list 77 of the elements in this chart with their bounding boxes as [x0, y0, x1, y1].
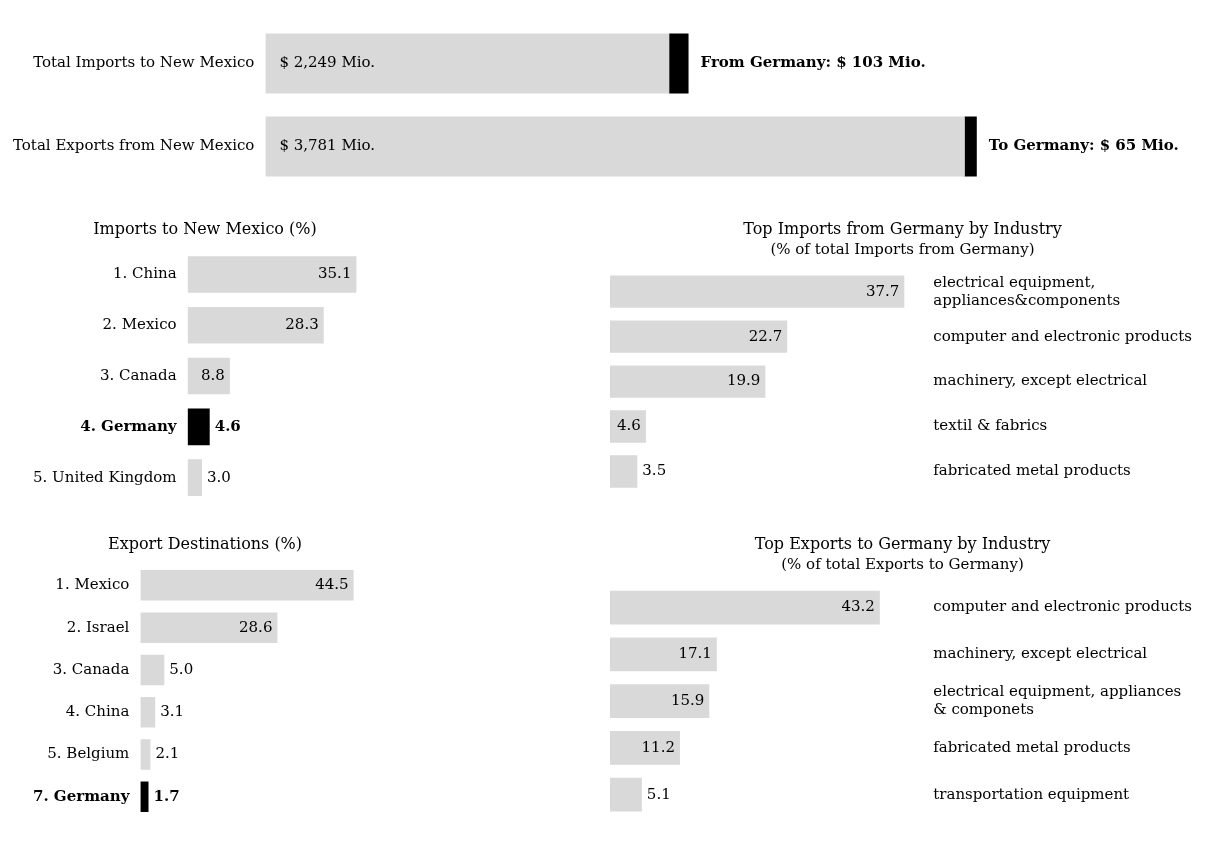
y-tick-label: 3. Canada	[52, 659, 130, 678]
data-label: 11.2	[641, 737, 675, 756]
bar	[610, 731, 680, 765]
y-tick-label: 3. Canada	[99, 365, 177, 384]
bar	[140, 697, 156, 728]
bar	[610, 637, 717, 672]
data-label: To Germany: $ 65 Mio.	[988, 136, 1179, 155]
bar	[964, 116, 977, 177]
y-tick-label: transportation equipment	[933, 784, 1130, 803]
bar	[265, 116, 965, 177]
bar	[265, 33, 670, 94]
data-label: 8.8	[201, 365, 225, 384]
data-label: 4.6	[214, 416, 241, 435]
bar	[610, 455, 638, 488]
y-tick-label: 2. Israel	[66, 617, 130, 636]
bar	[187, 256, 357, 293]
y-tick-label: 7. Germany	[32, 786, 131, 805]
y-tick-label: electrical equipment, appliances&components	[933, 272, 1121, 309]
bar	[187, 459, 203, 496]
data-label: 17.1	[678, 644, 712, 663]
y-tick-label: 1. China	[112, 264, 177, 283]
y-tick-label: computer and electronic products	[933, 597, 1193, 616]
bar	[610, 684, 710, 718]
bar	[610, 777, 642, 812]
y-tick-label: Total Imports to New Mexico	[33, 53, 255, 72]
bar	[187, 408, 210, 446]
y-tick-label: 1. Mexico	[55, 575, 130, 594]
y-tick-label: 2. Mexico	[102, 315, 177, 334]
data-label: 28.6	[239, 617, 273, 636]
y-tick-label: machinery, except electrical	[933, 371, 1148, 390]
data-label: 4.6	[617, 416, 641, 435]
data-label: 3.0	[207, 467, 231, 486]
data-label: 37.7	[865, 281, 900, 300]
y-tick-label: machinery, except electrical	[933, 644, 1148, 663]
data-label: 3.1	[160, 702, 185, 721]
bar	[610, 275, 905, 308]
total-label: $ 2,249 Mio.	[279, 53, 376, 72]
bar	[610, 590, 880, 625]
chart-subtitle: (% of total Exports to Germany)	[781, 555, 1024, 574]
bar	[140, 654, 165, 686]
y-tick-label: 4. Germany	[80, 416, 178, 435]
y-tick-label: textil & fabrics	[933, 416, 1048, 435]
y-tick-label: fabricated metal products	[933, 461, 1131, 480]
y-tick-label: 5. United Kingdom	[33, 467, 177, 486]
bar	[140, 570, 354, 601]
data-label: 35.1	[318, 264, 352, 283]
y-tick-label: 4. China	[65, 702, 130, 721]
bar	[610, 365, 766, 398]
data-label: 19.9	[726, 371, 761, 390]
bar	[187, 307, 324, 344]
bar	[610, 320, 788, 353]
y-tick-label: computer and electronic products	[933, 326, 1193, 345]
y-tick-label: fabricated metal products	[933, 737, 1131, 756]
y-tick-label: electrical equipment, appliances & componets	[933, 681, 1182, 718]
y-tick-label: 5. Belgium	[47, 744, 130, 763]
data-label: 44.5	[315, 575, 349, 594]
total-label: $ 3,781 Mio.	[279, 136, 376, 155]
data-label: 2.1	[155, 744, 180, 763]
chart-title: Imports to New Mexico (%)	[93, 218, 317, 238]
data-label: 1.7	[153, 786, 180, 805]
data-label: 43.2	[841, 597, 875, 616]
chart-title: Export Destinations (%)	[107, 533, 303, 553]
bar	[669, 33, 689, 94]
bar	[140, 739, 151, 770]
chart-title: Top Exports to Germany by Industry	[754, 533, 1051, 553]
bar	[610, 410, 646, 443]
y-tick-label: Total Exports from New Mexico	[12, 136, 255, 155]
data-label: 15.9	[670, 690, 705, 709]
data-label: 3.5	[642, 461, 667, 480]
data-label: 5.1	[646, 784, 671, 803]
bar	[140, 612, 278, 643]
chart-title: Top Imports from Germany by Industry	[743, 218, 1062, 238]
data-label: 5.0	[169, 659, 194, 678]
chart-subtitle: (% of total Imports from Germany)	[770, 240, 1035, 259]
data-label: From Germany: $ 103 Mio.	[700, 53, 926, 72]
data-label: 28.3	[285, 315, 319, 334]
data-label: 22.7	[748, 326, 783, 345]
